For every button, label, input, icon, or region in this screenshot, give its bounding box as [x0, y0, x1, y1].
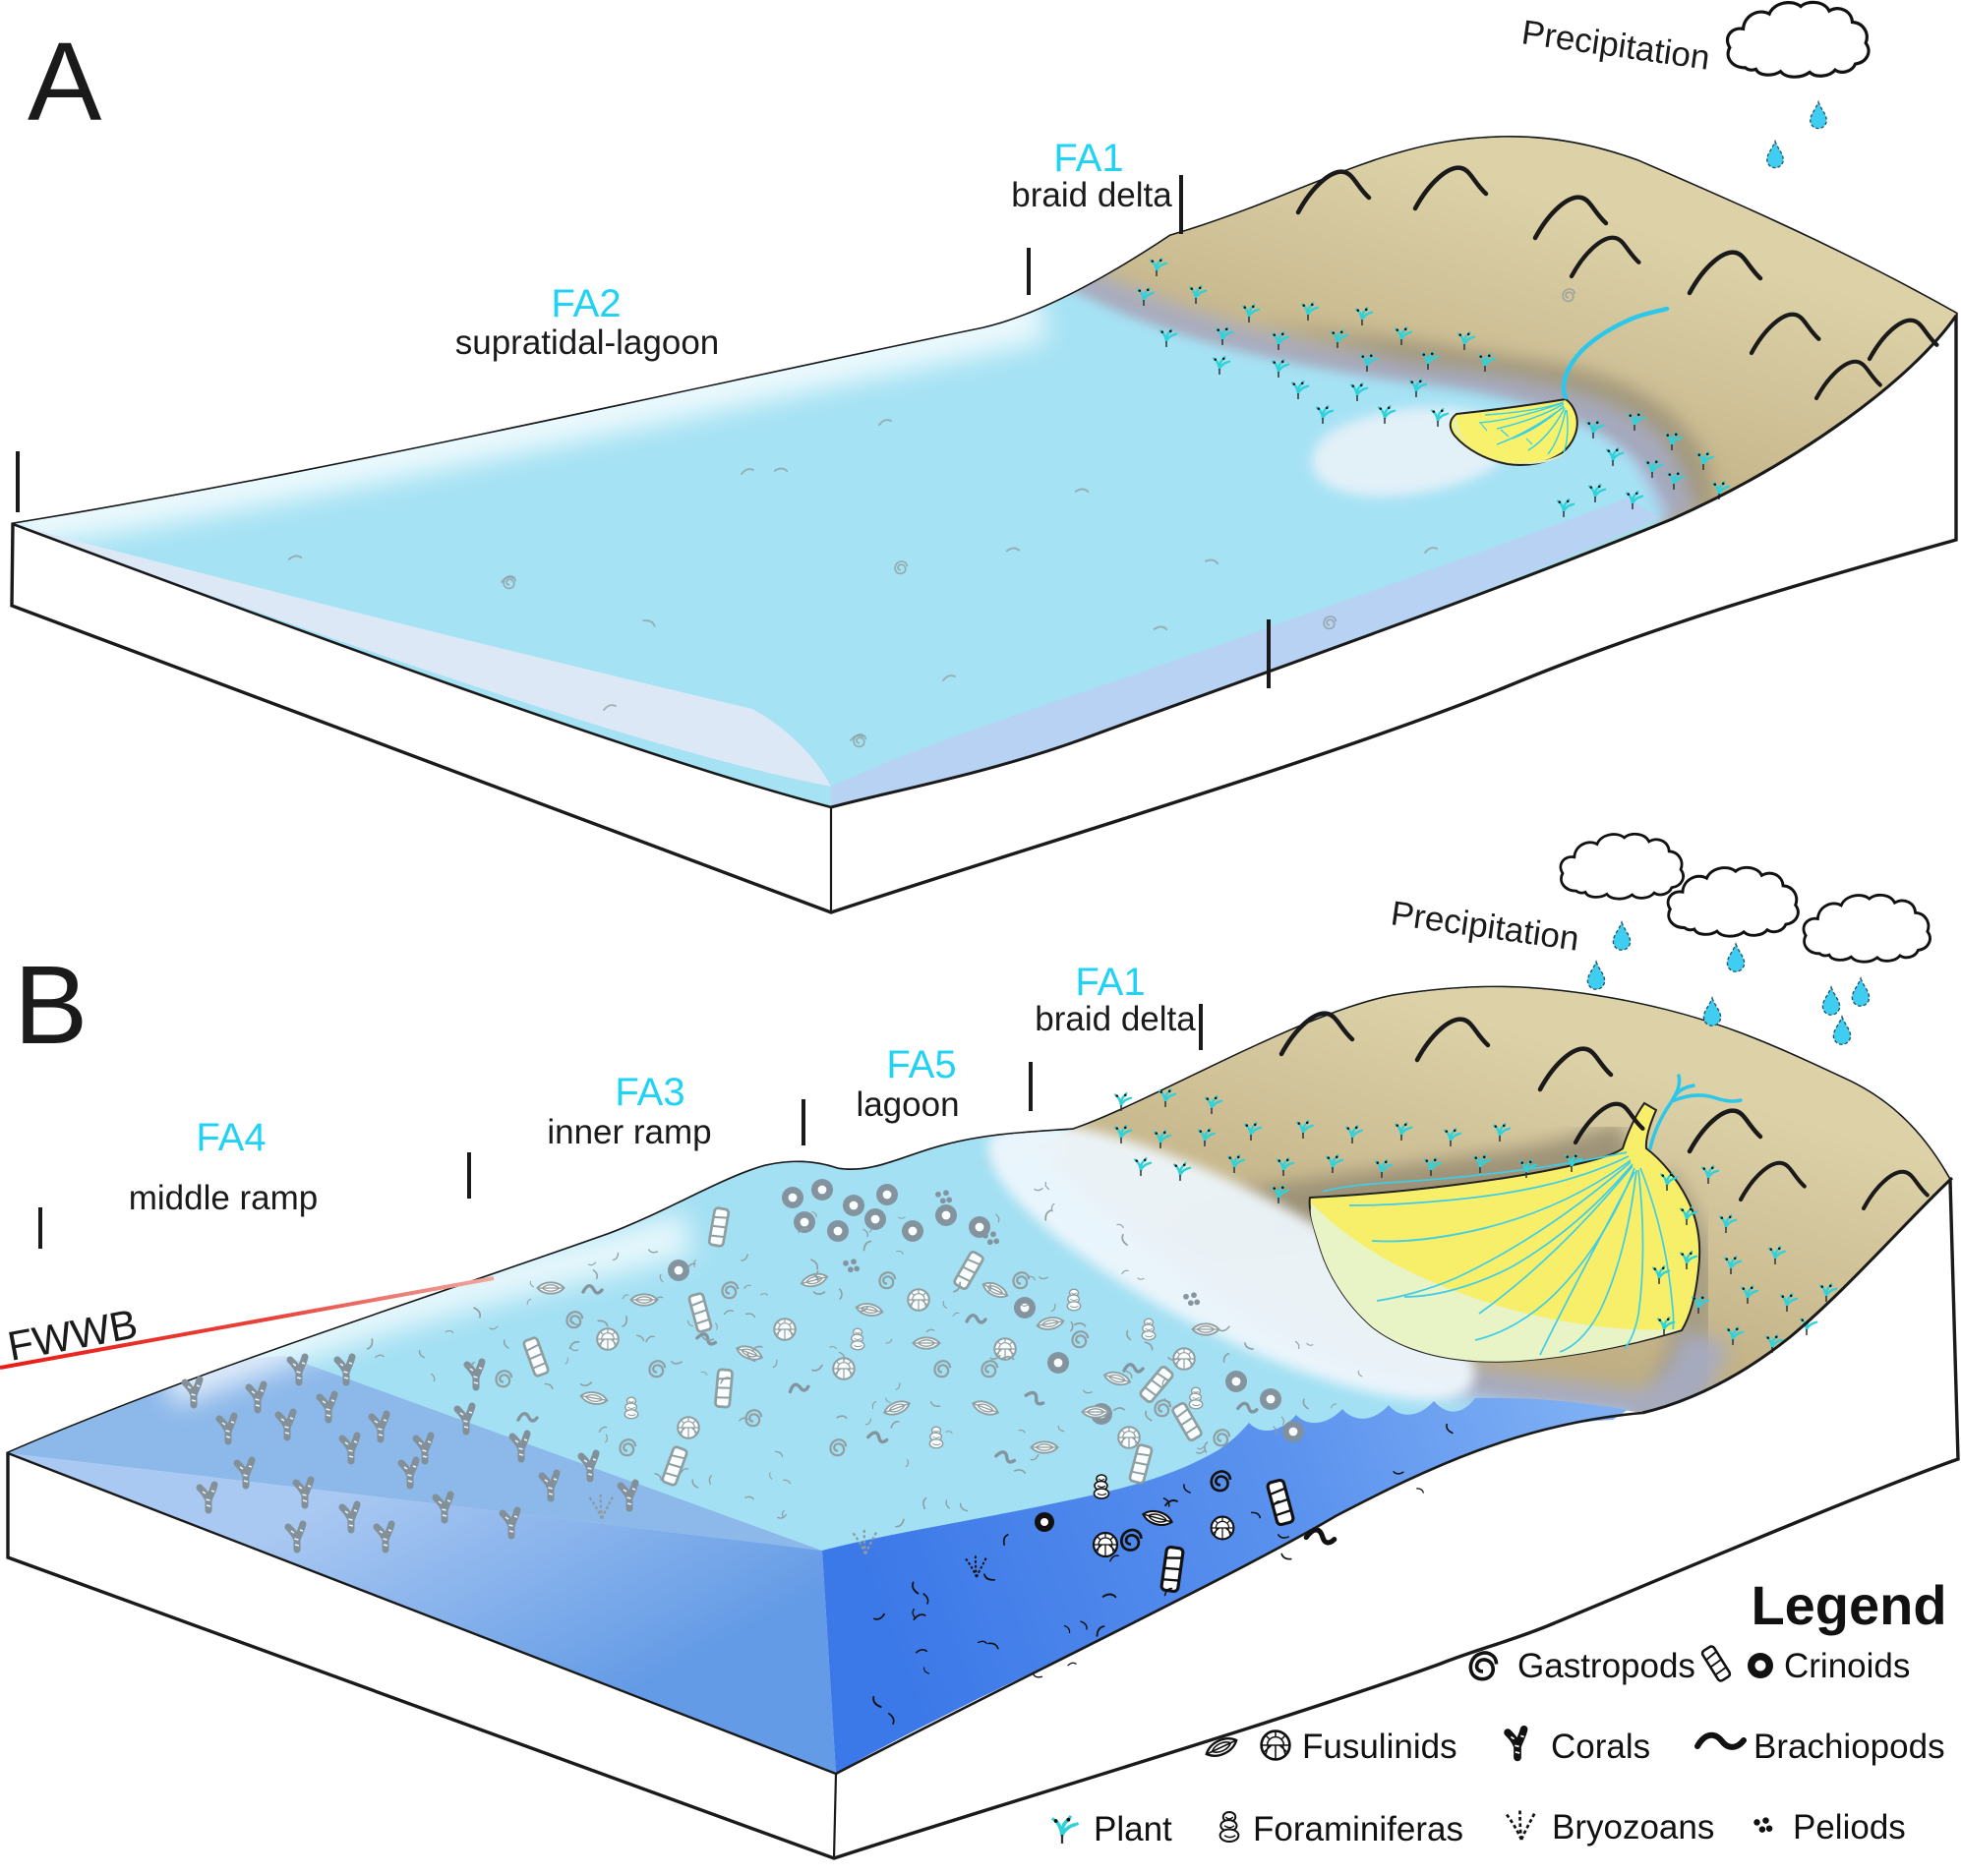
svg-text:lagoon: lagoon — [856, 1085, 959, 1124]
svg-text:braid delta: braid delta — [1011, 176, 1172, 214]
svg-text:supratidal-lagoon: supratidal-lagoon — [455, 323, 720, 362]
svg-text:middle ramp: middle ramp — [129, 1179, 319, 1217]
svg-text:Precipitation: Precipitation — [1519, 13, 1712, 77]
svg-text:Crinoids: Crinoids — [1784, 1647, 1910, 1685]
svg-text:FWWB: FWWB — [4, 1300, 141, 1369]
svg-text:inner ramp: inner ramp — [547, 1113, 711, 1151]
svg-text:Fusulinids: Fusulinids — [1302, 1728, 1457, 1766]
svg-text:Gastropods: Gastropods — [1517, 1647, 1695, 1685]
svg-text:Brachiopods: Brachiopods — [1753, 1728, 1945, 1766]
svg-text:Bryozoans: Bryozoans — [1552, 1808, 1714, 1847]
svg-text:FA1: FA1 — [1075, 961, 1145, 1004]
svg-text:B: B — [14, 943, 88, 1067]
svg-text:A: A — [28, 20, 102, 144]
svg-text:Peliods: Peliods — [1793, 1808, 1906, 1847]
svg-text:braid delta: braid delta — [1035, 1000, 1196, 1038]
svg-text:FA2: FA2 — [551, 282, 621, 325]
svg-text:Corals: Corals — [1551, 1728, 1650, 1766]
svg-text:FA1: FA1 — [1053, 137, 1123, 180]
svg-text:Legend: Legend — [1751, 1574, 1946, 1636]
svg-text:FA4: FA4 — [196, 1116, 266, 1159]
svg-text:Precipitation: Precipitation — [1389, 894, 1581, 958]
svg-text:FA5: FA5 — [886, 1043, 956, 1086]
svg-text:FA3: FA3 — [615, 1071, 684, 1114]
svg-text:Plant: Plant — [1094, 1810, 1172, 1848]
svg-text:Foraminiferas: Foraminiferas — [1253, 1810, 1463, 1848]
